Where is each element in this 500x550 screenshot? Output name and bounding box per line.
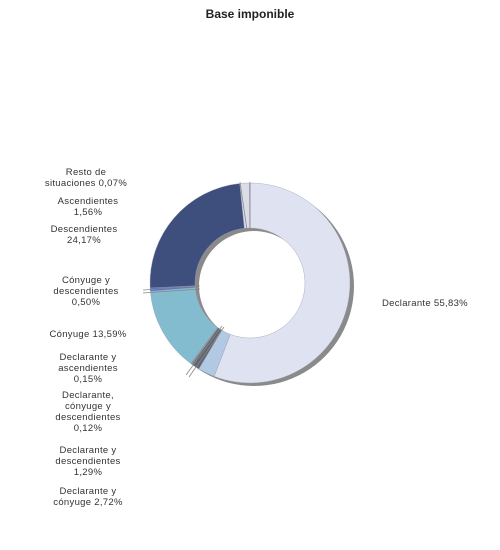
slice-label-0: Declarante 55,83% [382, 298, 468, 309]
donut-slices [149, 182, 351, 384]
leader-line-2 [142, 285, 201, 291]
leader-line-3 [142, 288, 201, 294]
slice-label-4: Declarante y ascendientes 0,15% [58, 352, 118, 385]
chart-title: Base imponible [206, 7, 295, 21]
slice-0 [213, 182, 351, 384]
leader-line-5 [188, 326, 225, 378]
slice-label-7: Descendientes 24,17% [51, 224, 118, 246]
slice-label-2: Declarante y descendientes 1,29% [55, 445, 120, 478]
slice-label-3: Declarante, cónyuge y descendientes 0,12% [55, 390, 120, 434]
leader-lines [142, 181, 251, 378]
leader-line-0 [239, 181, 248, 231]
slice-label-8: Ascendientes 1,56% [58, 196, 119, 218]
slice-labels: Declarante 55,83% Declarante y cónyuge 2,7… [45, 167, 468, 508]
slice-label-1: Declarante y cónyuge 2,72% [53, 486, 123, 508]
slice-label-9: Resto de situaciones 0,07% [45, 167, 127, 189]
leader-line-4 [185, 325, 223, 376]
slice-label-5: Cónyuge 13,59% [49, 329, 126, 340]
slice-label-6: Cónyuge y descendientes 0,50% [53, 275, 118, 308]
